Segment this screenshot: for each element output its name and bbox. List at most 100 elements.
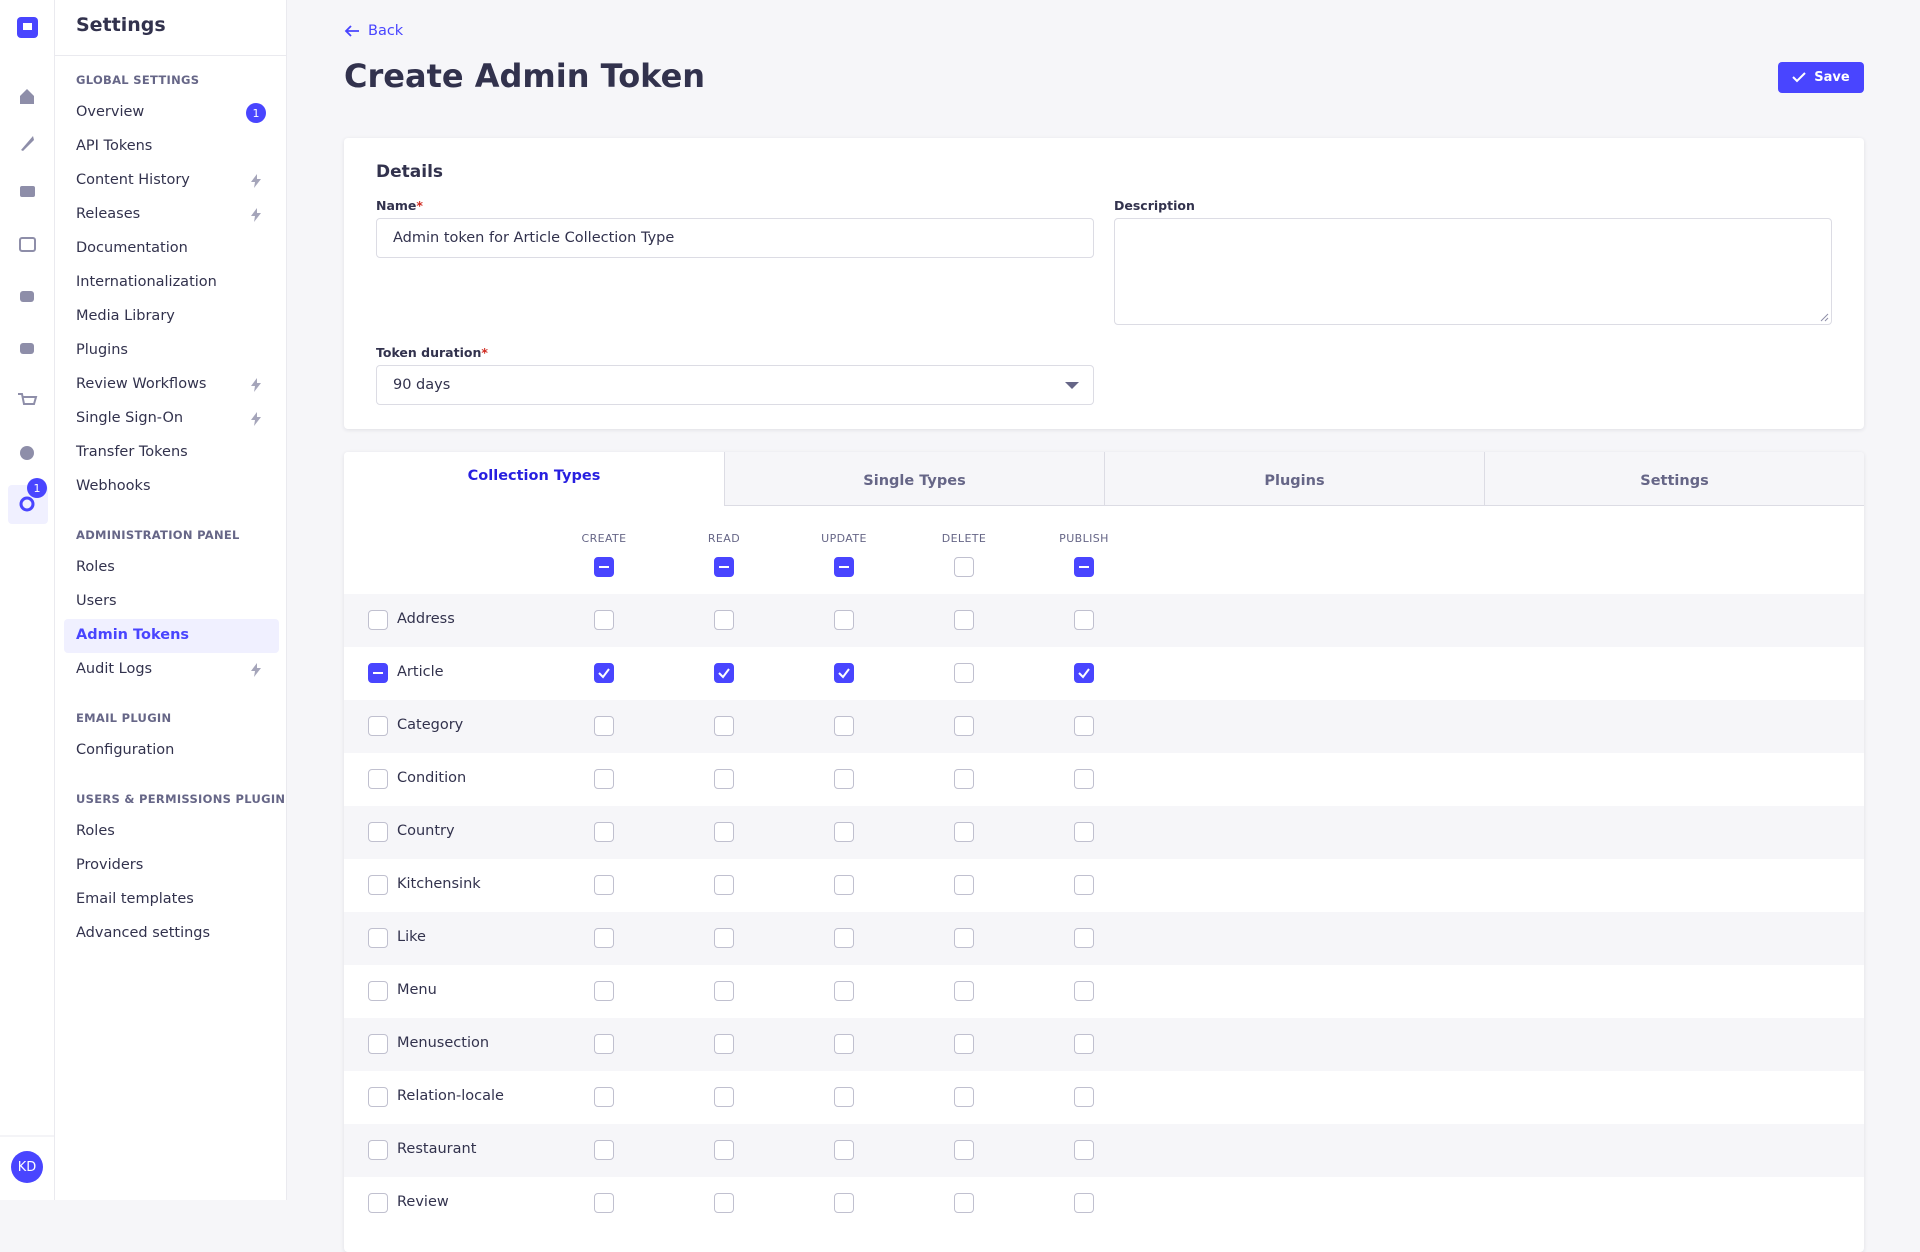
sidebar-item[interactable]: Review Workflows — [64, 368, 279, 402]
row-checkbox[interactable] — [368, 822, 388, 842]
sidebar-item[interactable]: Configuration — [64, 734, 279, 768]
permission-checkbox[interactable] — [594, 1034, 614, 1054]
row-checkbox[interactable] — [368, 769, 388, 789]
permission-checkbox[interactable] — [594, 610, 614, 630]
permission-checkbox[interactable] — [834, 981, 854, 1001]
row-checkbox[interactable] — [368, 1087, 388, 1107]
permission-checkbox[interactable] — [834, 663, 854, 683]
permission-checkbox[interactable] — [954, 981, 974, 1001]
permission-checkbox[interactable] — [954, 1193, 974, 1213]
save-button[interactable]: Save — [1778, 62, 1864, 93]
permission-checkbox[interactable] — [1074, 1034, 1094, 1054]
permission-checkbox[interactable] — [714, 610, 734, 630]
settings-icon[interactable] — [19, 496, 35, 512]
permission-checkbox[interactable] — [834, 769, 854, 789]
permission-checkbox[interactable] — [714, 1140, 734, 1160]
permission-checkbox[interactable] — [594, 822, 614, 842]
row-checkbox[interactable] — [368, 875, 388, 895]
permission-tab[interactable]: Settings — [1484, 452, 1864, 506]
permission-checkbox[interactable] — [954, 1087, 974, 1107]
permission-checkbox[interactable] — [1074, 769, 1094, 789]
permission-checkbox[interactable] — [714, 875, 734, 895]
permission-checkbox[interactable] — [714, 663, 734, 683]
permission-checkbox[interactable] — [714, 822, 734, 842]
sidebar-item[interactable]: Plugins — [64, 334, 279, 368]
column-checkbox[interactable] — [834, 557, 854, 577]
permission-tab[interactable]: Single Types — [724, 452, 1104, 506]
permission-checkbox[interactable] — [714, 769, 734, 789]
permission-checkbox[interactable] — [1074, 610, 1094, 630]
permission-checkbox[interactable] — [954, 716, 974, 736]
permission-checkbox[interactable] — [954, 875, 974, 895]
permission-checkbox[interactable] — [714, 1087, 734, 1107]
permission-checkbox[interactable] — [954, 1140, 974, 1160]
info-icon[interactable] — [20, 446, 34, 460]
sidebar-item[interactable]: Email templates — [64, 883, 279, 917]
permission-checkbox[interactable] — [594, 1087, 614, 1107]
permission-checkbox[interactable] — [594, 769, 614, 789]
permission-checkbox[interactable] — [1074, 875, 1094, 895]
column-checkbox[interactable] — [714, 557, 734, 577]
permission-checkbox[interactable] — [714, 1034, 734, 1054]
permission-checkbox[interactable] — [834, 1140, 854, 1160]
sidebar-item[interactable]: Internationalization — [64, 266, 279, 300]
permission-checkbox[interactable] — [954, 928, 974, 948]
permission-tab[interactable]: Collection Types — [344, 452, 724, 506]
name-input[interactable]: Admin token for Article Collection Type — [376, 218, 1094, 258]
sidebar-item[interactable]: Transfer Tokens — [64, 436, 279, 470]
marketplace-icon[interactable] — [18, 393, 38, 405]
permission-checkbox[interactable] — [834, 875, 854, 895]
sidebar-item[interactable]: Audit Logs — [64, 653, 279, 687]
row-checkbox[interactable] — [368, 1193, 388, 1213]
description-input[interactable] — [1114, 218, 1832, 325]
permission-checkbox[interactable] — [834, 1193, 854, 1213]
permission-checkbox[interactable] — [954, 663, 974, 683]
home-icon[interactable] — [20, 89, 34, 104]
permission-checkbox[interactable] — [714, 716, 734, 736]
permission-checkbox[interactable] — [714, 981, 734, 1001]
permission-checkbox[interactable] — [594, 716, 614, 736]
permission-checkbox[interactable] — [594, 1140, 614, 1160]
permission-checkbox[interactable] — [1074, 1087, 1094, 1107]
row-checkbox[interactable] — [368, 928, 388, 948]
media-icon[interactable] — [20, 186, 35, 197]
back-link[interactable]: Back — [344, 23, 403, 39]
avatar[interactable] — [11, 1151, 43, 1183]
row-checkbox[interactable] — [368, 1140, 388, 1160]
row-checkbox[interactable] — [368, 610, 388, 630]
sidebar-item[interactable]: Media Library — [64, 300, 279, 334]
sidebar-item[interactable]: API Tokens — [64, 130, 279, 164]
permission-checkbox[interactable] — [834, 928, 854, 948]
sidebar-item[interactable]: Content History — [64, 164, 279, 198]
permission-checkbox[interactable] — [594, 875, 614, 895]
permission-checkbox[interactable] — [714, 1193, 734, 1213]
content-icon[interactable] — [21, 136, 34, 151]
permission-checkbox[interactable] — [954, 822, 974, 842]
sidebar-item[interactable]: Single Sign-On — [64, 402, 279, 436]
permission-checkbox[interactable] — [1074, 928, 1094, 948]
builder-icon[interactable] — [19, 237, 36, 252]
column-checkbox[interactable] — [594, 557, 614, 577]
permission-checkbox[interactable] — [594, 1193, 614, 1213]
permission-tab[interactable]: Plugins — [1104, 452, 1484, 506]
plugin-icon-2[interactable] — [20, 343, 34, 354]
row-checkbox[interactable] — [368, 1034, 388, 1054]
duration-select[interactable]: 90 days — [376, 365, 1094, 405]
permission-checkbox[interactable] — [594, 981, 614, 1001]
permission-checkbox[interactable] — [1074, 1140, 1094, 1160]
column-checkbox[interactable] — [1074, 557, 1094, 577]
row-checkbox[interactable] — [368, 981, 388, 1001]
sidebar-item[interactable]: Documentation — [64, 232, 279, 266]
row-checkbox[interactable] — [368, 663, 388, 683]
permission-checkbox[interactable] — [594, 928, 614, 948]
permission-checkbox[interactable] — [834, 716, 854, 736]
sidebar-item[interactable]: Webhooks — [64, 470, 279, 504]
sidebar-item[interactable]: Users — [64, 585, 279, 619]
permission-checkbox[interactable] — [954, 769, 974, 789]
row-checkbox[interactable] — [368, 716, 388, 736]
sidebar-item[interactable]: Advanced settings — [64, 917, 279, 951]
permission-checkbox[interactable] — [834, 1034, 854, 1054]
sidebar-item[interactable]: Providers — [64, 849, 279, 883]
permission-checkbox[interactable] — [1074, 822, 1094, 842]
permission-checkbox[interactable] — [1074, 716, 1094, 736]
